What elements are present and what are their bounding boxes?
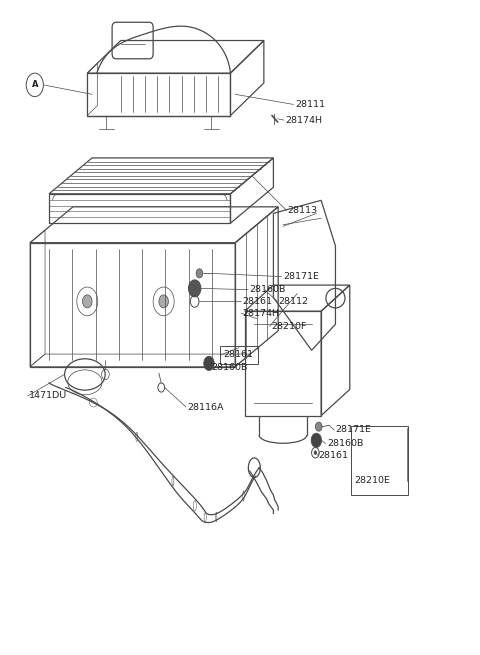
Circle shape bbox=[196, 269, 203, 278]
Text: 28210F: 28210F bbox=[271, 322, 306, 331]
Text: 28161: 28161 bbox=[319, 451, 349, 460]
Text: 28160B: 28160B bbox=[211, 364, 248, 373]
Text: 28160B: 28160B bbox=[327, 439, 363, 448]
Text: 28161: 28161 bbox=[223, 350, 253, 360]
Text: 28161: 28161 bbox=[242, 297, 272, 306]
Circle shape bbox=[314, 451, 317, 455]
Text: 28112: 28112 bbox=[278, 297, 308, 306]
Text: 28111: 28111 bbox=[295, 100, 325, 109]
Text: 1471DU: 1471DU bbox=[29, 392, 67, 400]
Circle shape bbox=[159, 295, 168, 308]
Text: 28116A: 28116A bbox=[188, 403, 224, 411]
Text: 28160B: 28160B bbox=[250, 285, 286, 294]
Text: 28171E: 28171E bbox=[336, 425, 372, 434]
Text: 28171E: 28171E bbox=[283, 272, 319, 281]
Circle shape bbox=[315, 422, 322, 431]
Circle shape bbox=[311, 433, 322, 447]
Text: 28174H: 28174H bbox=[285, 115, 323, 124]
Text: 28174H: 28174H bbox=[242, 309, 279, 318]
Text: A: A bbox=[32, 81, 38, 89]
Circle shape bbox=[204, 356, 214, 371]
Circle shape bbox=[83, 295, 92, 308]
Circle shape bbox=[189, 280, 201, 297]
Text: 28210E: 28210E bbox=[355, 476, 390, 485]
Text: 28113: 28113 bbox=[288, 206, 318, 215]
